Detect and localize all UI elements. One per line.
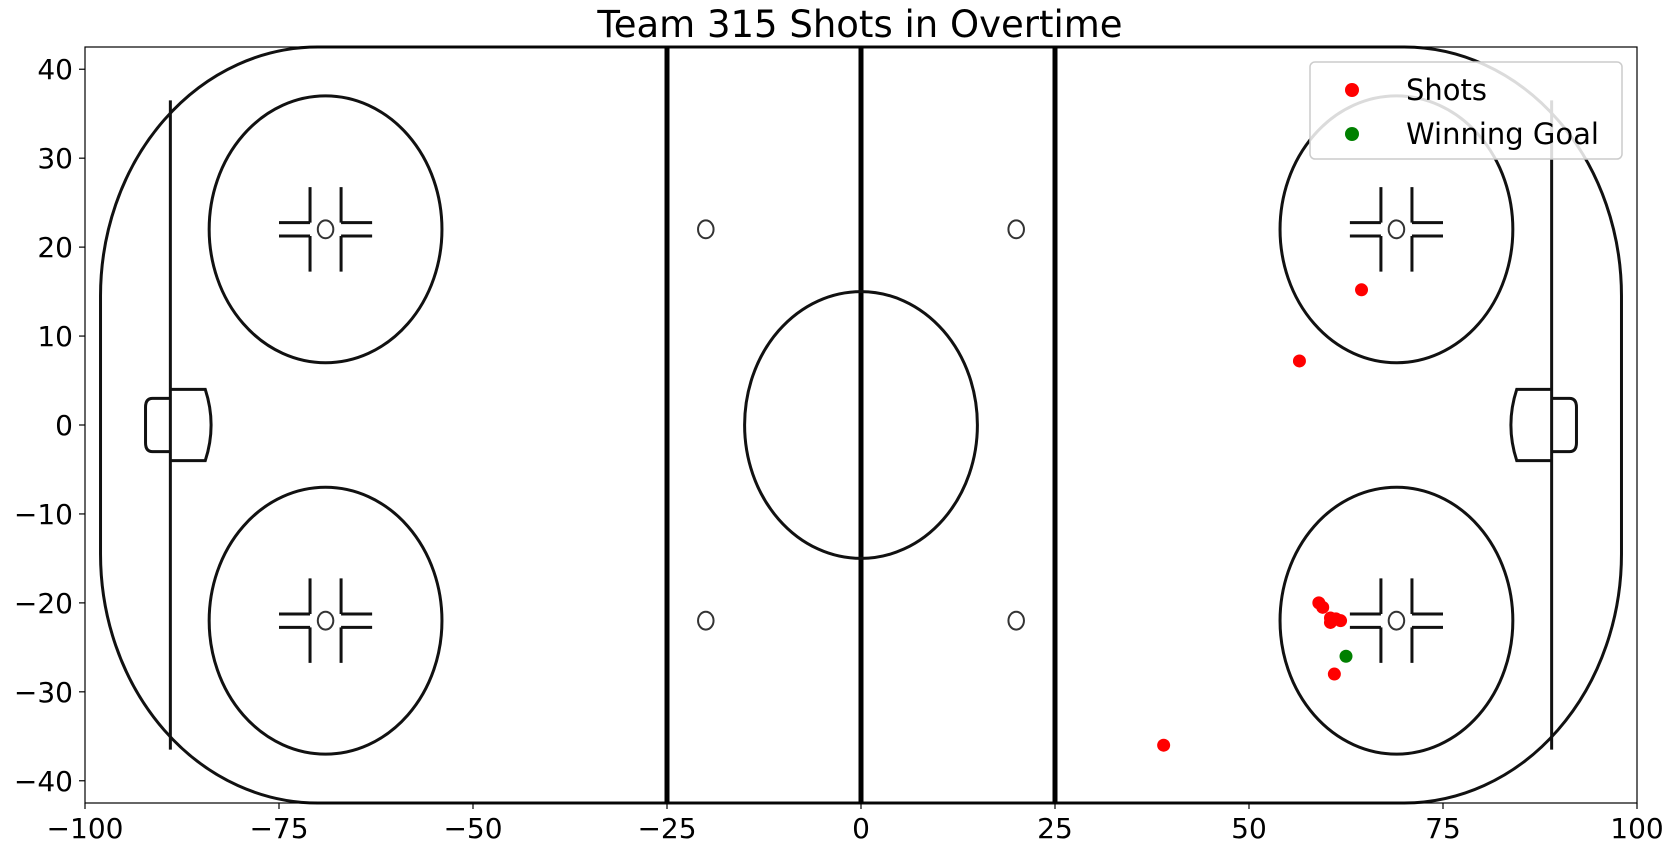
faceoff-circle [207, 485, 444, 756]
x-tick-label: 75 [1425, 812, 1461, 845]
y-tick-label: 30 [37, 142, 73, 175]
y-tick-label: 40 [37, 53, 73, 86]
shot-point [1316, 600, 1330, 614]
x-tick-label: 25 [1037, 812, 1073, 845]
shot-point [1327, 667, 1341, 681]
center-circle [743, 290, 979, 560]
legend-box [1309, 61, 1623, 160]
faceoff-dot [316, 219, 335, 240]
faceoff-dot [1387, 610, 1406, 631]
y-tick-label: −30 [14, 676, 73, 709]
x-tick-label: 0 [852, 812, 870, 845]
faceoff-circle [207, 94, 444, 365]
shot-point [1292, 354, 1306, 368]
x-tick-label: −25 [637, 812, 696, 845]
series-winning-goal [1339, 649, 1353, 663]
x-tick-label: −50 [443, 812, 502, 845]
y-tick-label: −40 [14, 765, 73, 798]
faceoff-hash-marks [279, 578, 373, 663]
neutral-zone-dot [1007, 610, 1025, 631]
legend-label: Shots [1406, 73, 1487, 107]
faceoff-dot [316, 610, 335, 631]
legend-label: Winning Goal [1406, 117, 1599, 151]
goal-crease [1509, 387, 1552, 463]
x-tick-label: −75 [249, 812, 308, 845]
shot-point [1355, 283, 1369, 297]
data-points [1157, 283, 1369, 752]
x-tick-label: −100 [47, 812, 124, 845]
goal-net [1551, 396, 1578, 454]
y-tick-label: 10 [37, 320, 73, 353]
faceoff-circle [1278, 485, 1515, 756]
y-tick-label: 0 [55, 409, 73, 442]
neutral-zone-dot [1007, 219, 1025, 240]
y-tick-label: −20 [14, 587, 73, 620]
series-shots [1157, 283, 1369, 752]
faceoff-hash-marks [279, 187, 373, 272]
shot-point [1157, 738, 1171, 752]
goal-crease [170, 387, 213, 463]
shot-point [1334, 614, 1348, 628]
legend-marker [1345, 127, 1359, 141]
x-tick-label: 50 [1231, 812, 1267, 845]
legend: Shots Winning Goal [1309, 61, 1623, 160]
y-tick-label: −10 [14, 498, 73, 531]
x-tick-label: 100 [1610, 812, 1663, 845]
faceoff-dot [1387, 219, 1406, 240]
winning-goal-point [1339, 649, 1353, 663]
faceoff-hash-marks [1349, 187, 1443, 272]
legend-marker [1345, 83, 1359, 97]
y-tick-label: 20 [37, 231, 73, 264]
neutral-zone-dot [697, 219, 715, 240]
faceoff-hash-marks [1349, 578, 1443, 663]
neutral-zone-dot [697, 610, 715, 631]
axes: −100 −75 −50 −25 0 25 50 75 100403020100−10−20−3… [14, 46, 1664, 845]
rink-background [99, 45, 1623, 805]
goal-net [144, 396, 171, 454]
chart-title: Team 315 Shots in Overtime [596, 3, 1122, 46]
